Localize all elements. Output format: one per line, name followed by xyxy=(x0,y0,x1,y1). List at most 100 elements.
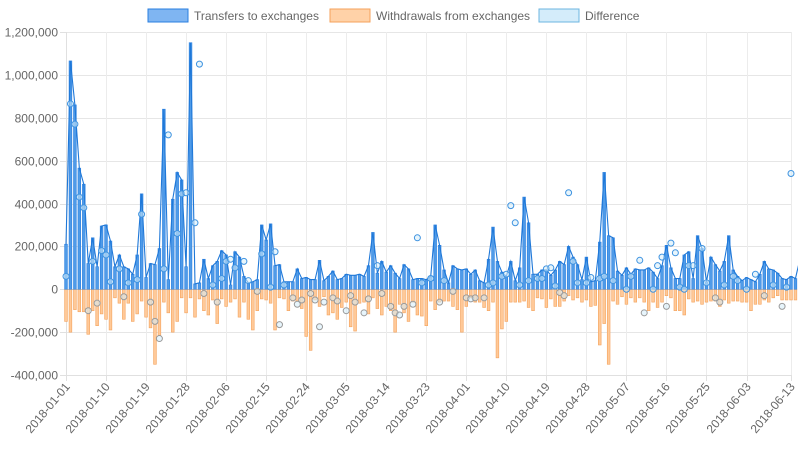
difference-point xyxy=(298,296,306,304)
bar-withdrawal xyxy=(99,288,104,315)
bar-withdrawal xyxy=(660,288,664,303)
difference-point xyxy=(62,272,70,280)
bar-transfer xyxy=(531,273,535,290)
bar-transfer xyxy=(64,243,68,290)
bar-withdrawal xyxy=(260,288,264,300)
difference-point xyxy=(743,285,751,293)
bar-withdrawal xyxy=(531,288,535,311)
bar-transfer xyxy=(357,273,362,290)
bar-withdrawal xyxy=(91,288,95,311)
difference-point xyxy=(138,210,146,218)
bar-transfer xyxy=(633,268,638,290)
bar-withdrawal xyxy=(775,288,780,296)
bar-withdrawal xyxy=(184,288,188,314)
bar-withdrawal xyxy=(175,288,179,322)
bar-transfer xyxy=(353,275,357,290)
bar-transfer xyxy=(122,266,126,290)
bar-withdrawal xyxy=(362,288,366,303)
bar-withdrawal xyxy=(620,288,624,298)
difference-point xyxy=(93,299,101,307)
bar-withdrawal xyxy=(780,288,784,301)
bar-withdrawal xyxy=(357,288,362,304)
y-tick-label: -400,000 xyxy=(11,369,59,383)
bar-withdrawal xyxy=(655,288,660,308)
bar-withdrawal xyxy=(246,288,251,320)
difference-point xyxy=(351,298,359,306)
bar-transfer xyxy=(646,267,651,290)
bar-transfer xyxy=(326,276,331,290)
difference-point xyxy=(511,219,519,227)
y-tick-label: 600,000 xyxy=(15,155,59,169)
difference-point xyxy=(213,298,221,306)
bar-transfer xyxy=(558,261,562,290)
difference-point xyxy=(333,297,341,305)
bar-withdrawal xyxy=(153,288,157,365)
difference-point xyxy=(124,279,132,287)
bar-transfer xyxy=(615,270,620,290)
bar-withdrawal xyxy=(784,288,789,301)
bar-transfer xyxy=(411,279,415,290)
bar-withdrawal xyxy=(237,288,242,318)
bar-withdrawal xyxy=(104,288,108,320)
bar-transfer xyxy=(477,280,482,290)
difference-point xyxy=(658,253,666,261)
bar-transfer xyxy=(286,281,291,290)
bar-withdrawal xyxy=(95,288,99,326)
bar-transfer xyxy=(131,273,135,290)
bar-withdrawal xyxy=(709,288,713,302)
bar-withdrawal xyxy=(442,288,446,302)
bar-withdrawal xyxy=(606,288,611,365)
bar-transfer xyxy=(264,239,268,290)
bar-withdrawal xyxy=(553,288,557,307)
bar-withdrawal xyxy=(500,288,504,330)
difference-point xyxy=(720,281,728,289)
bar-transfer xyxy=(255,279,259,290)
bar-withdrawal xyxy=(589,288,593,307)
bar-withdrawal xyxy=(611,288,615,302)
bar-transfer xyxy=(780,278,784,290)
difference-point xyxy=(267,283,275,291)
transfer-line xyxy=(65,42,798,286)
difference-point xyxy=(200,290,208,298)
legend-swatch xyxy=(329,8,371,23)
difference-point xyxy=(151,317,159,325)
bar-transfer xyxy=(642,269,646,290)
bar-transfer xyxy=(86,263,90,290)
bar-withdrawal xyxy=(598,288,602,346)
y-tick-label: -200,000 xyxy=(11,326,59,340)
bar-withdrawal xyxy=(317,288,322,307)
difference-point xyxy=(120,293,128,301)
bar-withdrawal xyxy=(277,288,282,299)
difference-point xyxy=(244,277,252,285)
bar-transfer xyxy=(655,278,660,290)
bar-transfer xyxy=(348,275,353,290)
difference-point xyxy=(218,275,226,283)
difference-point xyxy=(525,277,533,285)
bar-withdrawal xyxy=(477,288,482,303)
bar-withdrawal xyxy=(722,288,726,301)
bar-withdrawal xyxy=(460,288,464,333)
bar-withdrawal xyxy=(642,288,646,303)
bar-transfer xyxy=(166,279,170,290)
x-tick-label: 2018-06-13 xyxy=(748,380,798,436)
difference-point xyxy=(502,270,510,278)
difference-point xyxy=(182,189,190,197)
bar-transfer xyxy=(308,279,313,290)
grid xyxy=(66,32,792,376)
bar-withdrawal xyxy=(340,288,344,308)
difference-point xyxy=(409,300,417,308)
bar-withdrawal xyxy=(526,288,531,308)
difference-point xyxy=(293,300,301,308)
difference-point xyxy=(311,296,319,304)
difference-point xyxy=(373,262,381,270)
difference-point xyxy=(734,277,742,285)
difference-point xyxy=(587,273,595,281)
difference-point xyxy=(582,279,590,287)
legend: Transfers to exchanges Withdrawals from e… xyxy=(147,8,640,23)
difference-point xyxy=(702,279,710,287)
bar-withdrawal xyxy=(544,288,549,308)
bar-withdrawal xyxy=(638,288,642,299)
bar-withdrawal xyxy=(228,288,233,303)
difference-point xyxy=(307,290,315,298)
y-axis: -400,000 -200,000 0 200,000 400,000 600,000 80… xyxy=(5,26,66,383)
